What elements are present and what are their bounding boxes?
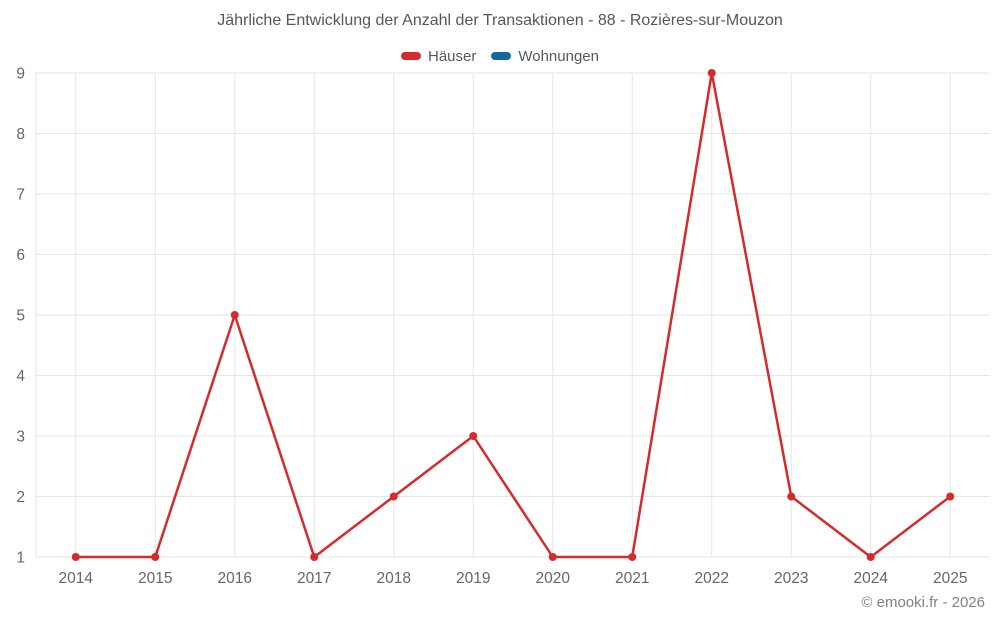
legend-item-h-user[interactable]: Häuser <box>401 48 476 65</box>
y-axis-tick-label: 2 <box>16 489 25 506</box>
data-point[interactable] <box>866 553 875 561</box>
x-axis-tick-label: 2022 <box>695 570 729 587</box>
data-point[interactable] <box>230 311 239 319</box>
data-point[interactable] <box>469 432 478 440</box>
x-axis-tick-label: 2024 <box>854 570 889 587</box>
x-axis-tick-label: 2025 <box>933 570 967 587</box>
legend-item-wohnungen[interactable]: Wohnungen <box>491 48 599 65</box>
data-point[interactable] <box>946 492 955 501</box>
data-point[interactable] <box>548 553 557 561</box>
y-axis-tick-label: 8 <box>16 126 25 143</box>
data-point[interactable] <box>71 553 80 561</box>
x-axis-tick-label: 2018 <box>377 570 411 587</box>
chart-title: Jährliche Entwicklung der Anzahl der Tra… <box>217 12 783 29</box>
legend-swatch-icon <box>491 52 512 60</box>
y-axis-tick-label: 4 <box>16 368 25 385</box>
legend-label: Wohnungen <box>518 47 599 65</box>
data-point[interactable] <box>707 69 716 77</box>
legend-label: Häuser <box>428 47 477 65</box>
data-point[interactable] <box>389 492 398 501</box>
x-axis-tick-label: 2014 <box>59 570 94 587</box>
y-axis-tick-label: 1 <box>16 550 25 567</box>
series-line-häuser <box>74 71 952 559</box>
x-axis-tick-label: 2015 <box>138 570 172 587</box>
y-axis-tick-label: 3 <box>16 429 25 446</box>
x-axis-tick-label: 2019 <box>456 570 490 587</box>
y-axis-tick-label: 9 <box>16 66 25 83</box>
data-point[interactable] <box>151 553 160 561</box>
legend-swatch-icon <box>401 52 421 60</box>
data-point[interactable] <box>628 553 637 561</box>
y-axis-tick-label: 6 <box>16 247 25 264</box>
data-point[interactable] <box>787 492 796 501</box>
copyright-footer: © emooki.fr - 2026 <box>861 594 985 611</box>
y-axis-tick-label: 7 <box>16 187 25 204</box>
y-axis-tick-label: 5 <box>16 308 25 325</box>
x-axis-tick-label: 2017 <box>297 570 331 587</box>
x-axis-tick-label: 2016 <box>218 570 252 587</box>
data-point[interactable] <box>310 553 319 561</box>
x-axis-tick-label: 2023 <box>774 570 808 587</box>
x-axis-tick-label: 2021 <box>615 570 649 587</box>
legend: Häuser Wohnungen <box>0 46 1000 66</box>
x-axis-tick-label: 2020 <box>536 570 571 587</box>
